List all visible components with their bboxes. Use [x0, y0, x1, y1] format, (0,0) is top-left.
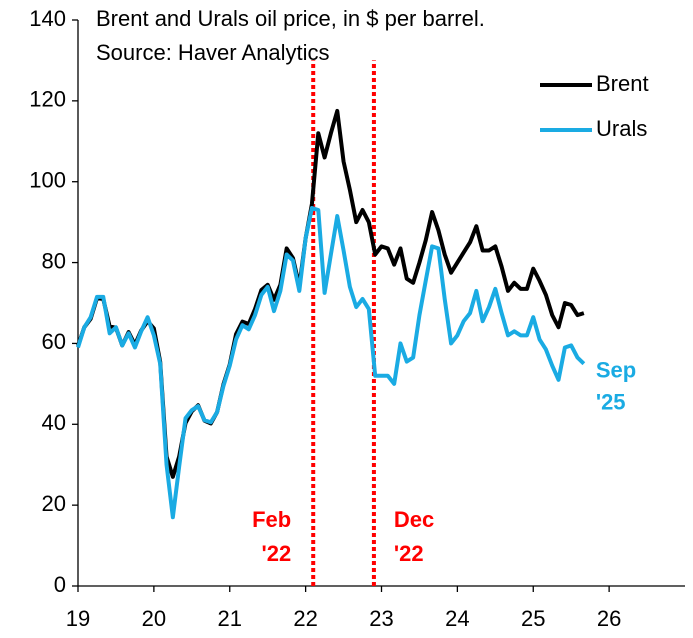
series-line — [76, 205, 586, 520]
y-tick-label: 60 — [42, 329, 66, 354]
chart-title: Brent and Urals oil price, in $ per barr… — [96, 6, 485, 31]
y-tick-label: 20 — [42, 491, 66, 516]
event-label: '22 — [262, 541, 292, 566]
x-tick-label: 26 — [597, 606, 621, 631]
event-label: '22 — [394, 541, 424, 566]
series-line — [76, 108, 585, 479]
chart-subtitle: Source: Haver Analytics — [96, 40, 330, 65]
y-tick-label: 0 — [54, 572, 66, 597]
legend-label: Brent — [596, 71, 649, 96]
x-tick-label: 25 — [521, 606, 545, 631]
y-tick-label: 100 — [29, 168, 66, 193]
y-tick-label: 140 — [29, 6, 66, 31]
end-label: '25 — [596, 389, 626, 414]
x-tick-label: 19 — [66, 606, 90, 631]
x-tick-label: 21 — [218, 606, 242, 631]
x-tick-label: 23 — [369, 606, 393, 631]
y-tick-label: 80 — [42, 248, 66, 273]
event-label: Dec — [394, 507, 434, 532]
x-tick-label: 24 — [445, 606, 469, 631]
event-label: Feb — [252, 507, 291, 532]
x-tick-label: 22 — [293, 606, 317, 631]
x-tick-label: 20 — [142, 606, 166, 631]
y-tick-label: 40 — [42, 410, 66, 435]
y-tick-label: 120 — [29, 87, 66, 112]
end-label: Sep — [596, 357, 636, 382]
legend-label: Urals — [596, 116, 647, 141]
